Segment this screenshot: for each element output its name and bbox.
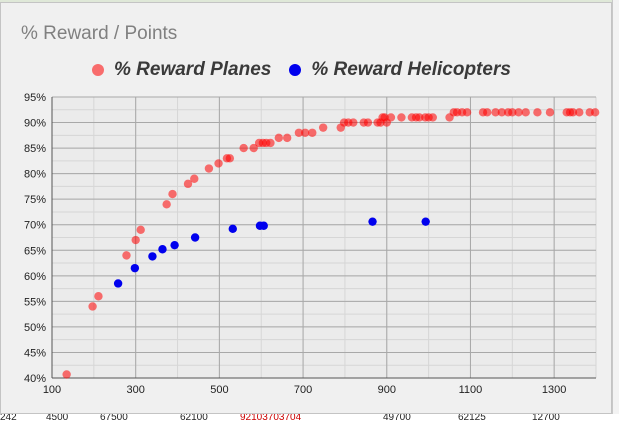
data-point-planes bbox=[300, 128, 310, 137]
chart-title: % Reward / Points bbox=[21, 23, 178, 44]
y-tick-label: 75% bbox=[24, 194, 46, 206]
x-tick-label: 500 bbox=[210, 384, 228, 396]
data-point-planes bbox=[190, 174, 199, 183]
data-point-planes bbox=[363, 118, 373, 127]
cell[interactable]: 242 bbox=[0, 414, 17, 422]
data-point-planes bbox=[521, 108, 530, 117]
data-point-helicopters bbox=[158, 245, 167, 254]
x-tick-label: 900 bbox=[378, 384, 396, 396]
data-point-planes bbox=[514, 108, 523, 117]
data-point-helicopters bbox=[190, 233, 200, 242]
legend-item-helicopters: % Reward Helicopters bbox=[289, 59, 511, 81]
cell[interactable]: 49700 bbox=[383, 414, 411, 422]
data-point-helicopters bbox=[421, 217, 430, 226]
data-point-planes bbox=[162, 200, 171, 209]
data-point-planes bbox=[497, 108, 507, 117]
data-point-planes bbox=[94, 292, 103, 301]
legend-label-helicopters: % Reward Helicopters bbox=[311, 59, 511, 80]
data-point-planes bbox=[62, 370, 71, 379]
y-tick-label: 80% bbox=[24, 169, 46, 181]
data-point-planes bbox=[491, 108, 500, 117]
cell[interactable]: 67500 bbox=[100, 414, 128, 422]
data-point-planes bbox=[122, 251, 131, 260]
y-tick-label: 50% bbox=[24, 322, 46, 334]
data-point-planes bbox=[294, 128, 304, 137]
data-point-helicopters bbox=[113, 279, 123, 288]
data-point-planes bbox=[483, 108, 492, 117]
data-point-planes bbox=[88, 302, 97, 311]
y-tick-label: 65% bbox=[24, 245, 46, 257]
legend-marker-planes bbox=[92, 64, 104, 76]
y-tick-label: 40% bbox=[24, 373, 46, 385]
data-point-helicopters bbox=[130, 263, 140, 273]
data-point-planes bbox=[415, 113, 424, 122]
y-tick-label: 60% bbox=[24, 271, 46, 283]
data-point-helicopters bbox=[368, 217, 377, 226]
x-tick-label: 100 bbox=[43, 384, 61, 396]
data-point-planes bbox=[308, 128, 317, 137]
chart-legend: % Reward Planes % Reward Helicopters bbox=[92, 58, 529, 82]
data-point-planes bbox=[249, 143, 258, 153]
spreadsheet-right-strip bbox=[612, 0, 619, 422]
data-point-planes bbox=[318, 123, 328, 132]
y-tick-label: 55% bbox=[24, 296, 46, 308]
data-point-planes bbox=[428, 113, 437, 122]
data-point-planes bbox=[508, 108, 517, 117]
data-point-helicopters bbox=[170, 240, 179, 250]
y-tick-label: 45% bbox=[24, 347, 46, 359]
data-point-planes bbox=[131, 235, 140, 245]
spreadsheet-bottom-row: 242 4500 67500 62100 92103703704 49700 6… bbox=[0, 414, 619, 422]
cell[interactable]: 62125 bbox=[458, 414, 486, 422]
legend-marker-helicopters bbox=[289, 64, 302, 76]
data-point-planes bbox=[136, 225, 145, 235]
data-point-planes bbox=[183, 179, 193, 189]
data-point-planes bbox=[274, 133, 284, 143]
data-point-planes bbox=[349, 118, 358, 127]
data-point-planes bbox=[533, 108, 542, 117]
y-tick-label: 85% bbox=[24, 143, 46, 155]
data-point-planes bbox=[397, 113, 406, 122]
y-tick-label: 90% bbox=[24, 118, 46, 130]
data-point-planes bbox=[239, 143, 248, 153]
data-point-helicopters bbox=[259, 221, 268, 230]
cell[interactable]: 4500 bbox=[46, 414, 69, 422]
cell[interactable]: 12700 bbox=[532, 414, 560, 422]
data-point-planes bbox=[225, 154, 235, 163]
data-point-planes bbox=[168, 189, 177, 199]
scatter-plot: 40% 45% 50% 55% 60% 65% 70% 75% 80% 85% 90% 95% 100 3… bbox=[24, 92, 600, 396]
y-tick-label: 95% bbox=[24, 92, 46, 104]
data-point-planes bbox=[204, 164, 214, 173]
data-point-helicopters bbox=[228, 224, 237, 234]
x-tick-label: 700 bbox=[294, 384, 312, 396]
data-point-planes bbox=[462, 108, 472, 117]
x-tick-label: 1100 bbox=[459, 384, 483, 396]
legend-label-planes: % Reward Planes bbox=[114, 59, 272, 80]
data-point-planes bbox=[214, 159, 223, 168]
data-point-planes bbox=[575, 108, 584, 117]
cell[interactable]: 92103703704 bbox=[240, 414, 302, 422]
data-point-planes bbox=[590, 108, 600, 117]
cell[interactable]: 62100 bbox=[180, 414, 208, 422]
data-point-planes bbox=[386, 113, 396, 122]
x-tick-label: 300 bbox=[127, 384, 145, 396]
data-point-planes bbox=[568, 108, 578, 117]
data-point-planes bbox=[266, 138, 275, 148]
data-point-planes bbox=[282, 133, 292, 143]
data-point-planes bbox=[545, 108, 555, 117]
y-tick-label: 70% bbox=[24, 220, 46, 232]
legend-item-planes: % Reward Planes bbox=[92, 59, 271, 81]
x-tick-label: 1300 bbox=[542, 384, 566, 396]
data-point-helicopters bbox=[148, 252, 157, 261]
